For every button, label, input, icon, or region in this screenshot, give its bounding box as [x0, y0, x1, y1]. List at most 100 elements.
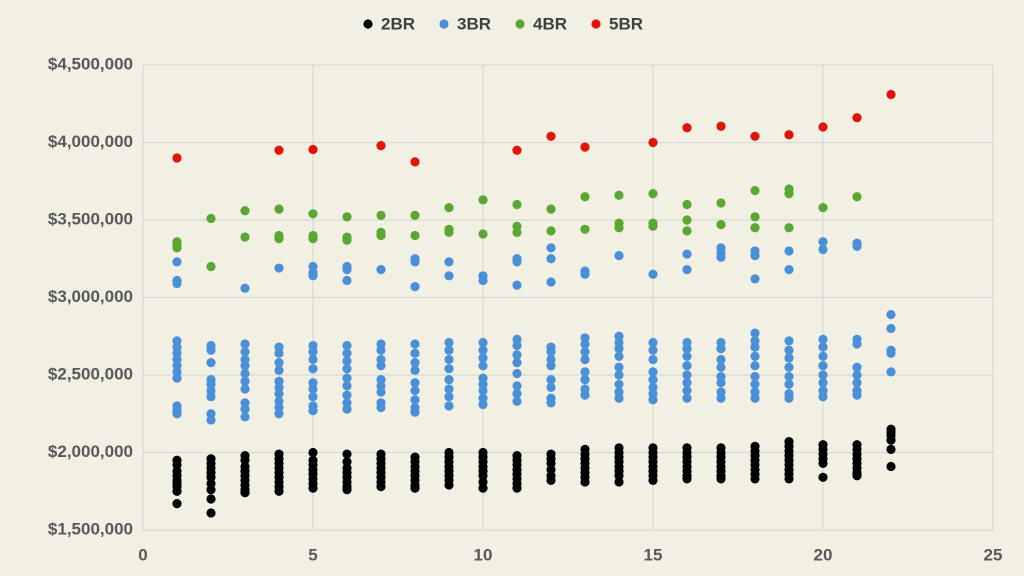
- point: [274, 145, 284, 155]
- point: [648, 354, 658, 365]
- point: [172, 257, 182, 267]
- point: [478, 399, 488, 410]
- point: [274, 409, 284, 419]
- point: [274, 365, 284, 375]
- x-tick-label: 10: [474, 545, 493, 564]
- point: [750, 223, 760, 233]
- point: [580, 477, 590, 487]
- point: [410, 395, 420, 405]
- point: [886, 309, 896, 320]
- point: [478, 345, 488, 355]
- point: [546, 254, 556, 264]
- legend-marker: [439, 19, 449, 29]
- legend-label: 4BR: [533, 14, 567, 33]
- point: [852, 113, 862, 123]
- point: [240, 376, 250, 386]
- point: [716, 344, 726, 354]
- point: [512, 257, 522, 267]
- point: [784, 379, 794, 389]
- point: [376, 402, 386, 413]
- point: [274, 234, 284, 244]
- point: [342, 348, 352, 358]
- point: [852, 370, 862, 380]
- point: [410, 365, 420, 375]
- point: [784, 362, 794, 372]
- point: [206, 485, 216, 495]
- y-tick-label: $2,000,000: [48, 442, 133, 461]
- legend-marker: [591, 19, 601, 29]
- point: [818, 244, 828, 255]
- point: [818, 370, 828, 380]
- point: [648, 367, 658, 377]
- point: [376, 141, 386, 151]
- point: [716, 252, 726, 262]
- point: [512, 280, 522, 290]
- point: [444, 203, 454, 213]
- point: [308, 406, 318, 416]
- point: [818, 458, 828, 468]
- point: [172, 153, 182, 163]
- point: [580, 192, 590, 202]
- point: [614, 344, 624, 354]
- point: [852, 241, 862, 251]
- point: [274, 348, 284, 358]
- point: [682, 351, 692, 361]
- point: [512, 483, 522, 493]
- point: [682, 361, 692, 371]
- point: [240, 347, 250, 357]
- point: [682, 393, 692, 403]
- point: [342, 449, 352, 459]
- point: [750, 393, 760, 403]
- point: [308, 144, 318, 155]
- point: [410, 385, 420, 396]
- point: [682, 378, 692, 388]
- point: [580, 375, 590, 385]
- point: [206, 494, 216, 504]
- point: [750, 185, 760, 196]
- point: [444, 364, 454, 374]
- point: [546, 243, 556, 253]
- point: [546, 204, 556, 214]
- point: [444, 345, 454, 355]
- point: [410, 157, 420, 167]
- point: [308, 234, 318, 244]
- point: [648, 221, 658, 231]
- point: [444, 257, 454, 267]
- point: [512, 145, 522, 155]
- point: [716, 362, 726, 372]
- legend-label: 3BR: [457, 14, 491, 33]
- point: [512, 368, 522, 379]
- point: [410, 210, 420, 220]
- point: [546, 347, 556, 357]
- point: [342, 364, 352, 374]
- point: [750, 212, 760, 222]
- point: [886, 461, 896, 472]
- point: [852, 471, 862, 481]
- point: [682, 344, 692, 354]
- point: [818, 392, 828, 402]
- point: [852, 378, 862, 388]
- point: [512, 389, 522, 399]
- point: [614, 370, 624, 380]
- point: [172, 486, 182, 496]
- point: [444, 337, 454, 348]
- point: [240, 412, 250, 422]
- point: [444, 392, 454, 402]
- x-tick-label: 25: [984, 545, 1003, 564]
- point: [342, 373, 352, 383]
- point: [682, 123, 692, 133]
- point: [784, 336, 794, 346]
- point: [580, 354, 590, 365]
- point: [410, 358, 420, 368]
- point: [886, 348, 896, 358]
- point: [818, 334, 828, 344]
- y-tick-label: $2,500,000: [48, 364, 133, 383]
- point: [818, 378, 828, 388]
- point: [716, 121, 726, 131]
- point: [444, 271, 454, 281]
- point: [784, 265, 794, 275]
- point: [206, 261, 216, 272]
- point: [852, 192, 862, 202]
